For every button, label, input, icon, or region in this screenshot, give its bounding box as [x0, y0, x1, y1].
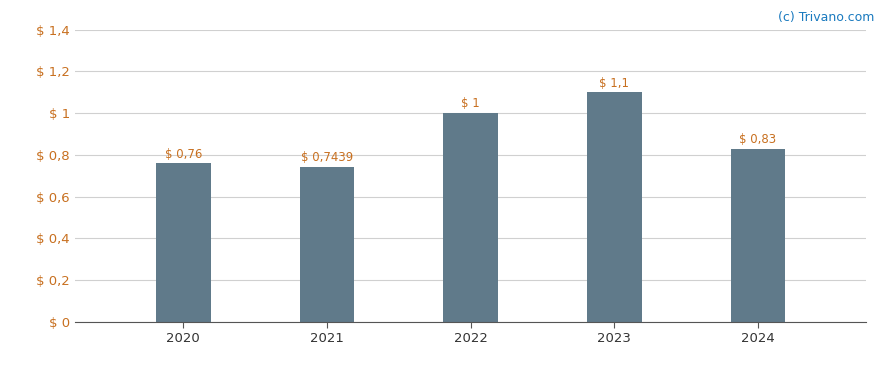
Text: $ 0,7439: $ 0,7439: [301, 151, 353, 164]
Bar: [731, 149, 785, 322]
Bar: [299, 166, 354, 322]
Text: $ 0,83: $ 0,83: [740, 133, 777, 146]
Text: $ 0,76: $ 0,76: [164, 148, 202, 161]
Bar: [587, 92, 642, 322]
Bar: [156, 163, 210, 322]
Text: $ 1: $ 1: [461, 97, 480, 110]
Text: $ 1,1: $ 1,1: [599, 77, 630, 90]
Text: (c) Trivano.com: (c) Trivano.com: [778, 11, 875, 24]
Bar: [443, 113, 498, 322]
